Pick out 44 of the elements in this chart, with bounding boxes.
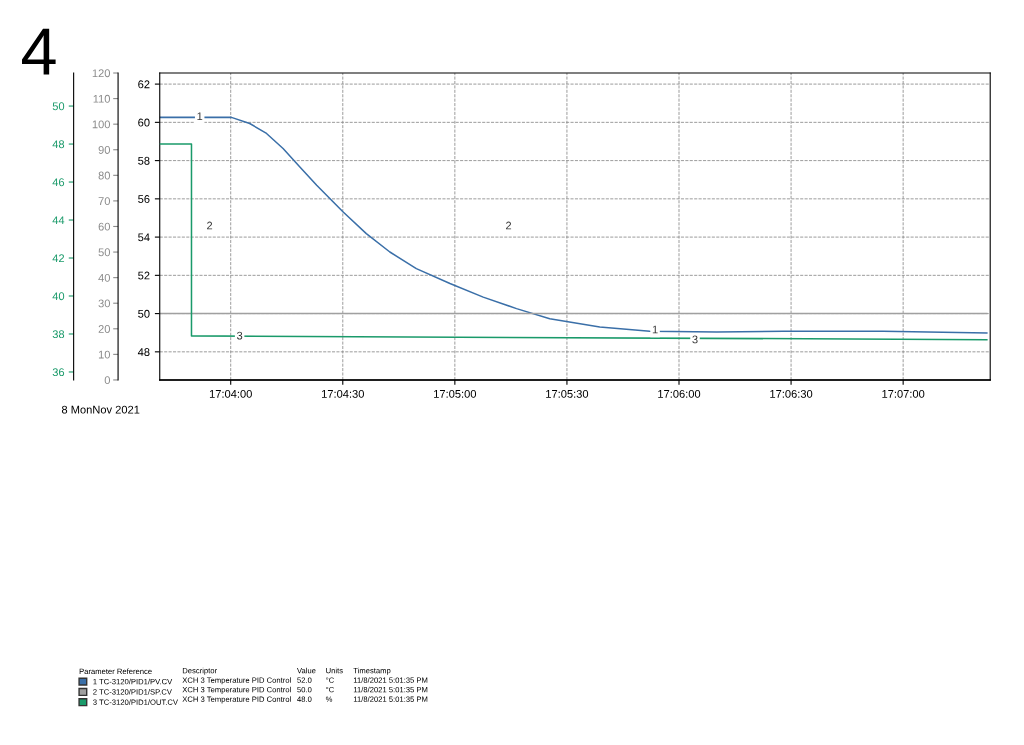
x-tick-label: 17:06:00 [658,389,701,398]
y3-tick-label: 38 [52,330,65,339]
x-tick-label: 17:07:00 [882,389,925,398]
x-tick-label: 17:05:30 [546,389,589,398]
y-tick-label: 56 [138,195,150,203]
y2-tick-label: 40 [98,273,111,282]
y3-tick-label: 46 [52,178,65,187]
y2-tick-label: 80 [98,171,111,180]
text: 4 [22,28,56,75]
y2-tick-label: 20 [98,325,111,333]
y2-tick-label: 30 [98,299,111,308]
x-tick-label: 17:06:30 [770,389,813,398]
text: 8 MonNov 2021 [61,405,140,414]
y2-tick-label: 120 [92,69,111,78]
y2-tick-label: 110 [93,94,111,103]
x-tick-label: 17:04:30 [322,389,364,398]
x-tick-label: 17:05:00 [434,389,477,398]
y-tick-label: 50 [138,309,150,318]
y2-tick-label: 90 [98,146,111,154]
y-tick-label: 54 [138,233,150,242]
y3-tick-label: 40 [52,292,65,301]
annotation: 2 [207,221,213,230]
y-tick-label: 60 [138,118,150,127]
y-tick-label: 48 [137,348,150,356]
annotation: 2 [506,221,512,230]
y-tick-label: 62 [138,80,150,89]
y3-tick-label: 42 [52,254,65,263]
annotation: 3 [692,335,698,344]
y3-tick-label: 48 [52,140,65,149]
y2-tick-label: 60 [98,222,111,231]
y2-tick-label: 0 [104,376,110,385]
y-tick-label: 52 [138,271,150,280]
y2-tick-label: 100 [92,120,111,129]
y3-tick-label: 44 [52,216,65,225]
annotation: 3 [236,331,243,340]
x-tick-label: 17:04:00 [209,389,252,398]
y2-tick-label: 10 [98,350,111,359]
annotation: 1 [197,112,203,121]
annotation: 1 [652,325,658,334]
y2-tick-label: 70 [98,197,111,206]
y-tick-label: 58 [138,156,150,165]
y3-tick-label: 36 [52,368,65,377]
y3-tick-label: 50 [52,102,65,111]
y2-tick-label: 50 [98,248,111,257]
